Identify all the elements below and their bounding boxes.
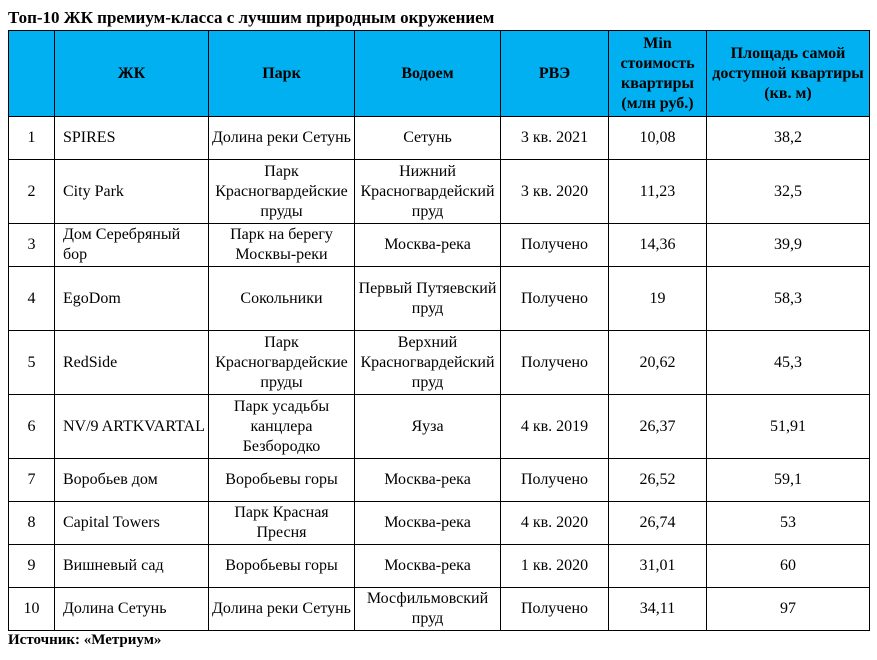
cell-park: Парк усадьбы канцлера Безбородко (208, 394, 355, 459)
header-min-price: Min стоимость квартиры (млн руб.) (608, 30, 707, 117)
cell-min-area: 39,9 (706, 223, 870, 267)
cell-water: Верхний Красногвардейский пруд (354, 330, 501, 395)
header-min-area: Площадь самой доступной квартиры (кв. м) (706, 30, 870, 117)
cell-min-price: 11,23 (608, 159, 707, 224)
table-row: 6 NV/9 ARTKVARTAL Парк усадьбы канцлера Бе… (8, 394, 870, 459)
table-row: 8 Capital Towers Парк Красная Пресня Москва… (8, 501, 870, 545)
cell-water: Мосфильмовский пруд (354, 587, 501, 631)
row-number: 5 (8, 330, 55, 395)
header-water: Водоем (354, 30, 501, 117)
row-number: 3 (8, 223, 55, 267)
cell-min-area: 51,91 (706, 394, 870, 459)
cell-rve: Получено (500, 266, 609, 331)
header-rve: РВЭ (500, 30, 609, 117)
cell-water: Сетунь (354, 116, 501, 160)
source-note: Источник: «Метриум» (8, 632, 162, 648)
cell-min-price: 10,08 (608, 116, 707, 160)
row-number: 2 (8, 159, 55, 224)
table-row: 1 SPIRES Долина реки Сетунь Сетунь 3 кв. 202… (8, 116, 870, 160)
cell-min-price: 26,52 (608, 458, 707, 502)
cell-complex: City Park (54, 159, 209, 224)
cell-min-price: 26,74 (608, 501, 707, 545)
cell-rve: Получено (500, 330, 609, 395)
row-number: 4 (8, 266, 55, 331)
table-row: 7 Воробьев дом Воробьевы горы Москва-река По… (8, 458, 870, 502)
table-row: 2 City Park Парк Красногвардейские пруды Ни… (8, 159, 870, 224)
cell-park: Парк на берегу Москвы-реки (208, 223, 355, 267)
row-number: 10 (8, 587, 55, 631)
row-number: 1 (8, 116, 55, 160)
table-row: 5 RedSide Парк Красногвардейские пруды Верх… (8, 330, 870, 395)
cell-min-price: 20,62 (608, 330, 707, 395)
cell-rve: 3 кв. 2021 (500, 116, 609, 160)
cell-water: Москва-река (354, 458, 501, 502)
table-title: Топ-10 ЖК премиум-класса с лучшим природ… (8, 8, 495, 27)
cell-complex: NV/9 ARTKVARTAL (54, 394, 209, 459)
cell-rve: Получено (500, 458, 609, 502)
header-complex: ЖК (54, 30, 209, 117)
cell-rve: Получено (500, 587, 609, 631)
cell-rve: 1 кв. 2020 (500, 544, 609, 588)
cell-park: Воробьевы горы (208, 458, 355, 502)
cell-min-price: 34,11 (608, 587, 707, 631)
cell-park: Парк Красногвардейские пруды (208, 330, 355, 395)
table-row: 9 Вишневый сад Воробьевы горы Москва-река 1 … (8, 544, 870, 588)
cell-park: Долина реки Сетунь (208, 587, 355, 631)
cell-min-area: 60 (706, 544, 870, 588)
cell-min-area: 45,3 (706, 330, 870, 395)
cell-complex: Вишневый сад (54, 544, 209, 588)
header-number (8, 30, 55, 117)
cell-min-area: 58,3 (706, 266, 870, 331)
cell-complex: RedSide (54, 330, 209, 395)
cell-complex: Долина Сетунь (54, 587, 209, 631)
cell-park: Долина реки Сетунь (208, 116, 355, 160)
cell-min-price: 26,37 (608, 394, 707, 459)
cell-water: Москва-река (354, 501, 501, 545)
cell-min-price: 31,01 (608, 544, 707, 588)
header-park: Парк (208, 30, 355, 117)
table-row: 3 Дом Серебряный бор Парк на берегу Москвы… (8, 223, 870, 267)
cell-min-area: 97 (706, 587, 870, 631)
cell-park: Парк Красная Пресня (208, 501, 355, 545)
ranking-table: ЖК Парк Водоем РВЭ Min стоимость квартир… (8, 30, 870, 631)
table-row: 10 Долина Сетунь Долина реки Сетунь Мосфиль… (8, 587, 870, 631)
cell-complex: Capital Towers (54, 501, 209, 545)
cell-water: Первый Путяевский пруд (354, 266, 501, 331)
cell-water: Москва-река (354, 544, 501, 588)
cell-complex: EgoDom (54, 266, 209, 331)
cell-min-area: 53 (706, 501, 870, 545)
cell-rve: 4 кв. 2020 (500, 501, 609, 545)
cell-complex: Воробьев дом (54, 458, 209, 502)
row-number: 8 (8, 501, 55, 545)
cell-water: Москва-река (354, 223, 501, 267)
cell-park: Воробьевы горы (208, 544, 355, 588)
cell-complex: SPIRES (54, 116, 209, 160)
cell-rve: Получено (500, 223, 609, 267)
row-number: 7 (8, 458, 55, 502)
cell-rve: 4 кв. 2019 (500, 394, 609, 459)
cell-min-price: 14,36 (608, 223, 707, 267)
cell-water: Яуза (354, 394, 501, 459)
cell-park: Сокольники (208, 266, 355, 331)
cell-complex: Дом Серебряный бор (54, 223, 209, 267)
table-row: 4 EgoDom Сокольники Первый Путяевский пруд П… (8, 266, 870, 331)
cell-water: Нижний Красногвардейский пруд (354, 159, 501, 224)
header-row: ЖК Парк Водоем РВЭ Min стоимость квартир… (8, 30, 870, 117)
cell-min-area: 38,2 (706, 116, 870, 160)
row-number: 9 (8, 544, 55, 588)
cell-park: Парк Красногвардейские пруды (208, 159, 355, 224)
cell-min-area: 32,5 (706, 159, 870, 224)
cell-min-price: 19 (608, 266, 707, 331)
cell-min-area: 59,1 (706, 458, 870, 502)
row-number: 6 (8, 394, 55, 459)
cell-rve: 3 кв. 2020 (500, 159, 609, 224)
